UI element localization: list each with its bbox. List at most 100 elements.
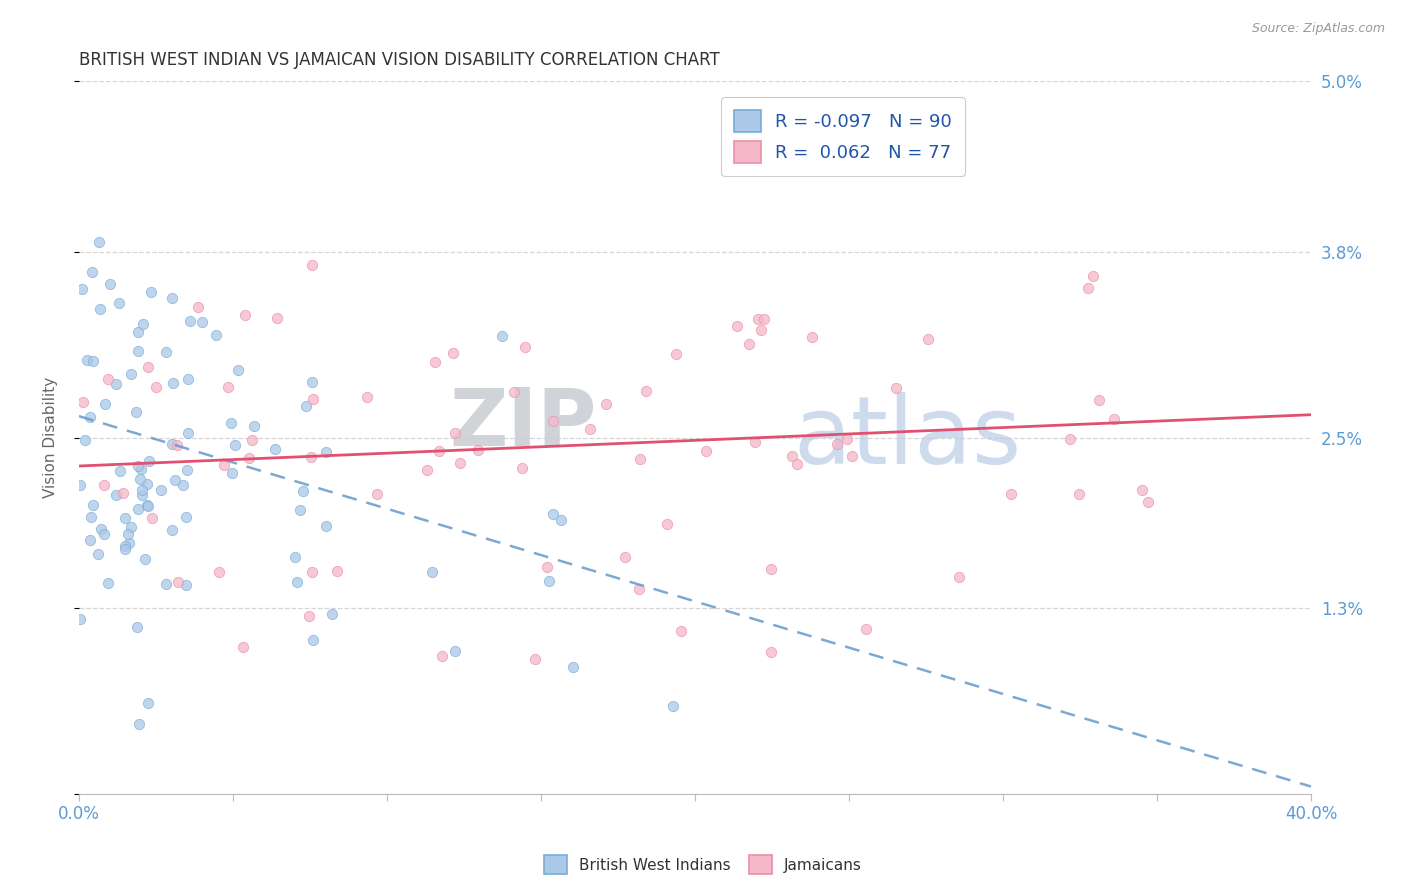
Point [205,328,228,343]
Point [752,312,775,326]
Point [510,461,533,475]
Point [97,372,120,386]
Point [315,445,337,459]
Point [536,559,558,574]
Point [127,459,149,474]
Text: atlas: atlas [793,392,1022,483]
Point [759,562,782,576]
Point [90,522,112,536]
Point [136,498,159,512]
Point [176,463,198,477]
Point [366,487,388,501]
Point [613,550,636,565]
Point [242,419,264,434]
Point [1059,432,1081,446]
Point [432,649,454,664]
Point [160,437,183,451]
Point [172,478,194,492]
Point [917,333,939,347]
Text: ZIP: ZIP [449,384,596,462]
Point [76,353,98,368]
Point [219,416,242,430]
Point [80,510,103,524]
Point [117,526,139,541]
Point [232,640,254,654]
Point [541,414,564,428]
Point [127,344,149,359]
Point [301,258,323,272]
Point [444,425,467,440]
Point [523,652,546,666]
Point [214,458,236,472]
Point [104,377,127,392]
Point [131,488,153,502]
Point [491,328,513,343]
Point [70,282,93,296]
Point [120,368,142,382]
Point [665,347,688,361]
Point [79,533,101,547]
Point [221,466,243,480]
Point [321,607,343,622]
Point [441,346,464,360]
Point [136,476,159,491]
Point [669,624,692,639]
Point [240,433,263,447]
Point [155,345,177,359]
Point [1130,483,1153,497]
Point [695,444,717,458]
Point [513,339,536,353]
Point [595,397,617,411]
Point [1000,487,1022,501]
Point [89,302,111,317]
Point [224,438,246,452]
Point [562,659,585,673]
Point [136,360,159,375]
Point [266,311,288,326]
Point [160,291,183,305]
Text: BRITISH WEST INDIAN VS JAMAICAN VISION DISABILITY CORRELATION CHART: BRITISH WEST INDIAN VS JAMAICAN VISION D… [79,51,720,69]
Point [801,330,824,344]
Legend: British West Indians, Jamaicans: British West Indians, Jamaicans [538,849,868,880]
Point [141,511,163,525]
Point [129,472,152,486]
Point [422,566,444,580]
Point [725,319,748,334]
Point [837,432,859,446]
Point [749,323,772,337]
Point [502,384,524,399]
Point [89,235,111,249]
Point [138,454,160,468]
Point [208,566,231,580]
Point [165,473,187,487]
Point [127,502,149,516]
Point [79,409,101,424]
Point [1069,486,1091,500]
Point [1104,412,1126,426]
Point [129,462,152,476]
Point [738,337,761,351]
Point [415,463,437,477]
Point [301,450,323,464]
Point [226,363,249,377]
Point [628,582,651,596]
Point [149,483,172,497]
Point [636,384,658,399]
Y-axis label: Vision Disability: Vision Disability [44,377,58,498]
Point [855,622,877,636]
Point [72,395,94,409]
Point [655,517,678,532]
Point [449,456,471,470]
Point [120,520,142,534]
Point [134,551,156,566]
Point [176,578,198,592]
Point [295,399,318,413]
Point [217,380,239,394]
Point [264,442,287,457]
Point [127,325,149,339]
Point [131,317,153,331]
Point [747,311,769,326]
Point [662,699,685,714]
Point [93,526,115,541]
Point [125,620,148,634]
